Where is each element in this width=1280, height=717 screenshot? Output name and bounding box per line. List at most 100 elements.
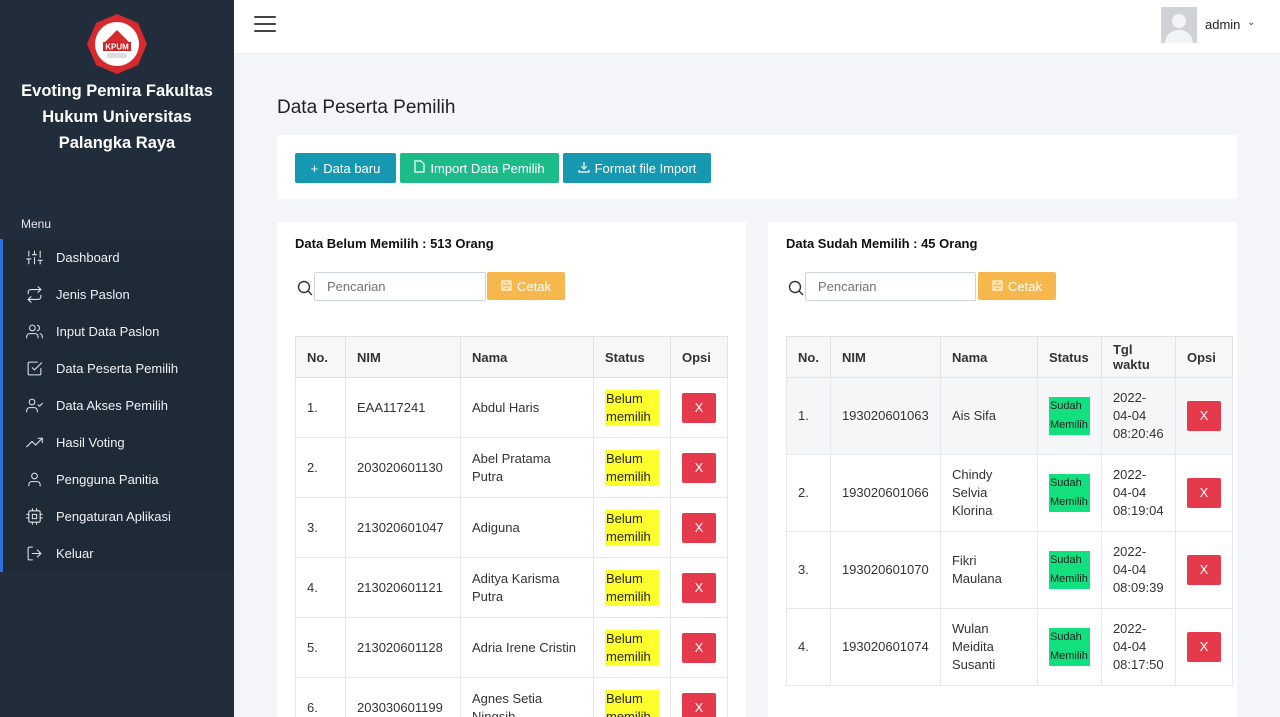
table-header-row: No. NIM Nama Status Opsi	[295, 336, 728, 378]
sidebar-item-data-akses-pemilih[interactable]: Data Akses Pemilih	[3, 387, 234, 424]
sidebar-menu: Dashboard Jenis Paslon Input Data Paslon…	[0, 239, 234, 572]
table-header-row: No. NIM Nama Status Tgl waktu Opsi	[786, 336, 1233, 378]
print-button[interactable]: Cetak	[487, 272, 565, 300]
delete-button[interactable]: X	[1186, 478, 1221, 508]
menu-toggle-icon[interactable]	[254, 16, 276, 36]
table-row: 3. 193020601070 Fikri Maulana Sudah Memi…	[786, 531, 1233, 609]
cell-opsi: X	[670, 617, 728, 678]
delete-button[interactable]: X	[682, 632, 716, 663]
cell-nama: Agnes Setia Ningsih	[460, 677, 594, 717]
cell-no: 4.	[786, 608, 831, 686]
sidebar-item-jenis-paslon[interactable]: Jenis Paslon	[3, 276, 234, 313]
column-header: Nama	[939, 336, 1038, 378]
printer-icon	[992, 279, 1003, 294]
import-data-button[interactable]: Import Data Pemilih	[400, 153, 559, 183]
sidebar-item-label: Pengaturan Aplikasi	[56, 509, 171, 524]
status-badge: Sudah Memilih	[1048, 397, 1090, 435]
top-header: admin ⌄	[234, 0, 1280, 54]
cell-nim: 213020601121	[345, 557, 461, 618]
cell-waktu: 2022-04-04 08:19:04	[1100, 454, 1176, 532]
search-icon	[788, 280, 804, 296]
cell-status: Belum memilih	[593, 557, 671, 618]
cell-nim: 193020601074	[829, 608, 941, 686]
cell-no: 5.	[295, 617, 346, 678]
column-header: Opsi	[670, 336, 728, 378]
cell-waktu: 2022-04-04 08:17:50	[1100, 608, 1176, 686]
table-row: 3. 213020601047 Adiguna Belum memilih X	[295, 497, 728, 558]
sidebar-item-dashboard[interactable]: Dashboard	[3, 239, 234, 276]
sidebar-item-label: Hasil Voting	[56, 435, 125, 450]
chevron-down-icon[interactable]: ⌄	[1247, 17, 1256, 28]
card-title: Data Sudah Memilih : 45 Orang	[786, 236, 978, 251]
user-name[interactable]: admin	[1205, 17, 1241, 32]
cell-status: Belum memilih	[593, 497, 671, 558]
search-icon	[297, 280, 313, 296]
sidebar-item-data-peserta-pemilih[interactable]: Data Peserta Pemilih	[3, 350, 234, 387]
download-icon	[577, 161, 590, 176]
cell-no: 2.	[786, 454, 831, 532]
column-header: Nama	[460, 336, 594, 378]
sidebar-item-label: Input Data Paslon	[56, 324, 160, 339]
cell-nim: 213020601128	[345, 617, 461, 678]
table-row: 2. 193020601066 Chindy Selvia Klorina Su…	[786, 454, 1233, 532]
table-row: 4. 213020601121 Aditya Karisma Putra Bel…	[295, 557, 728, 618]
cell-nama: Abel Pratama Putra	[460, 437, 594, 498]
search-input[interactable]	[805, 272, 976, 301]
trending-up-icon	[25, 434, 43, 452]
cell-opsi: X	[670, 497, 728, 558]
column-header: NIM	[345, 336, 461, 378]
page-title: Data Peserta Pemilih	[277, 97, 456, 118]
sidebar-item-pengguna-panitia[interactable]: Pengguna Panitia	[3, 461, 234, 498]
sidebar-item-input-data-paslon[interactable]: Input Data Paslon	[3, 313, 234, 350]
cell-opsi: X	[670, 557, 728, 618]
search-input[interactable]	[314, 272, 486, 301]
status-badge: Belum memilih	[605, 569, 659, 606]
delete-button[interactable]: X	[682, 452, 716, 483]
cell-waktu: 2022-04-04 08:20:46	[1100, 377, 1176, 455]
cell-opsi: X	[1174, 531, 1233, 609]
add-data-button[interactable]: + Data baru	[295, 153, 396, 183]
sidebar-item-keluar[interactable]: Keluar	[3, 535, 234, 572]
delete-button[interactable]: X	[682, 692, 716, 717]
delete-button[interactable]: X	[682, 392, 716, 423]
delete-button[interactable]: X	[1186, 401, 1221, 431]
status-badge: Sudah Memilih	[1048, 628, 1090, 666]
belum-memilih-table: No. NIM Nama Status Opsi 1. EAA117241 Ab…	[295, 336, 728, 717]
delete-button[interactable]: X	[1186, 555, 1221, 585]
cell-status: Belum memilih	[593, 677, 671, 717]
cell-opsi: X	[1174, 454, 1233, 532]
cpu-icon	[25, 508, 43, 526]
cell-nama: Adiguna	[460, 497, 594, 558]
cell-no: 6.	[295, 677, 346, 717]
delete-button[interactable]: X	[1186, 632, 1221, 662]
status-badge: Belum memilih	[605, 389, 659, 426]
cell-status: Sudah Memilih	[1036, 377, 1102, 455]
avatar[interactable]	[1161, 7, 1197, 43]
status-badge: Sudah Memilih	[1048, 551, 1090, 589]
status-badge: Belum memilih	[605, 629, 659, 666]
cell-opsi: X	[670, 677, 728, 717]
sidebar-item-label: Data Akses Pemilih	[56, 398, 168, 413]
sidebar-item-hasil-voting[interactable]: Hasil Voting	[3, 424, 234, 461]
cell-no: 1.	[295, 377, 346, 438]
cell-no: 2.	[295, 437, 346, 498]
sidebar-item-label: Pengguna Panitia	[56, 472, 159, 487]
cell-nama: Chindy Selvia Klorina	[939, 454, 1038, 532]
repeat-icon	[25, 286, 43, 304]
print-button[interactable]: Cetak	[978, 272, 1056, 300]
cell-nama: Ais Sifa	[939, 377, 1038, 455]
printer-icon	[501, 279, 512, 294]
delete-button[interactable]: X	[682, 572, 716, 603]
menu-heading: Menu	[21, 217, 52, 231]
file-icon	[414, 160, 426, 176]
user-check-icon	[25, 397, 43, 415]
column-header: Status	[1036, 336, 1102, 378]
delete-button[interactable]: X	[682, 512, 716, 543]
sidebar-item-pengaturan-aplikasi[interactable]: Pengaturan Aplikasi	[3, 498, 234, 535]
format-file-button[interactable]: Format file Import	[563, 153, 711, 183]
sidebar: KPUM Evoting Pemira Fakultas Hukum Unive…	[0, 0, 234, 717]
cell-status: Sudah Memilih	[1036, 454, 1102, 532]
cell-waktu: 2022-04-04 08:09:39	[1100, 531, 1176, 609]
cell-no: 4.	[295, 557, 346, 618]
column-header: Opsi	[1174, 336, 1233, 378]
